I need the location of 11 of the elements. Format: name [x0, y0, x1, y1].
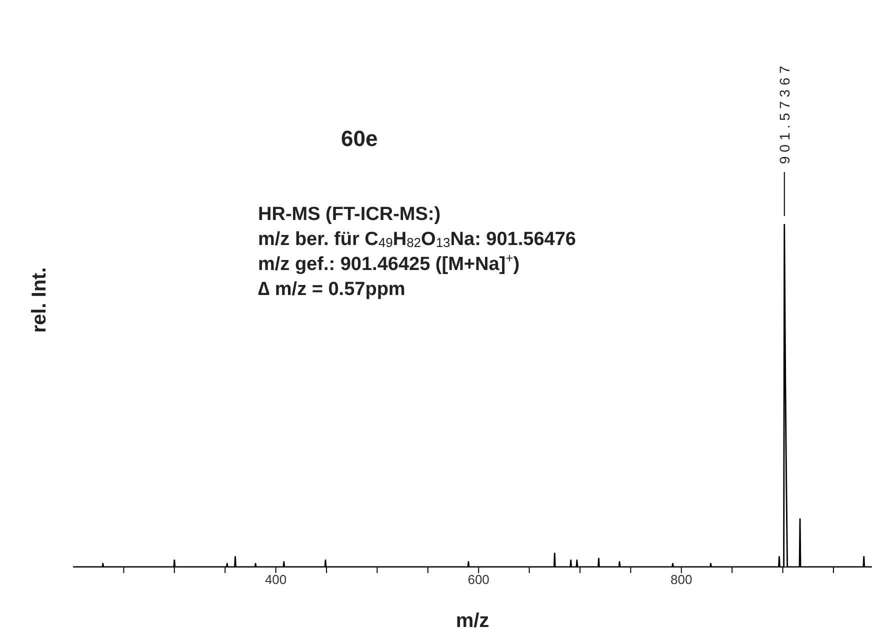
annotation: HR-MS (FT-ICR-MS:) [258, 203, 441, 227]
annotation: m/z ber. für C$_{49}$H$_{82}$O$_{13}$Na: 901.56476 [258, 228, 576, 252]
x-tick-label: 800 [670, 572, 692, 588]
x-axis-title: m/z [454, 610, 490, 633]
text: 60e [341, 126, 378, 152]
y-axis-title: rel. Int. [28, 267, 52, 333]
annotation: 901.57367 [776, 62, 792, 164]
x-tick-label: 600 [468, 572, 490, 588]
x-tick-label: 400 [264, 572, 287, 588]
annotation: ∆ m/z = 0.57ppm [258, 278, 406, 302]
annotation: m/z gef.: 901.46425 ([M+Na]$^{+}$) [258, 250, 520, 277]
